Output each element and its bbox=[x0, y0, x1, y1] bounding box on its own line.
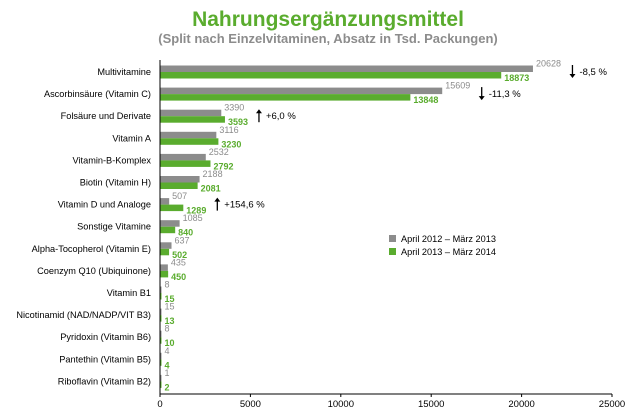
data-label-series-2: 18873 bbox=[504, 73, 529, 83]
data-label-series-1: 3116 bbox=[219, 125, 238, 135]
data-label-series-2: 450 bbox=[171, 272, 186, 282]
data-label-series-1: 15 bbox=[165, 302, 175, 312]
bar-series-2 bbox=[160, 94, 411, 101]
bar-series-2 bbox=[160, 315, 162, 322]
bar-series-1 bbox=[160, 176, 200, 183]
arrow-down-head-icon bbox=[569, 74, 576, 78]
x-tick-label: 10000 bbox=[328, 399, 354, 408]
bar-series-2 bbox=[160, 359, 162, 366]
data-label-series-1: 8 bbox=[165, 280, 170, 290]
data-label-series-1: 2532 bbox=[209, 147, 229, 157]
data-label-series-1: 20628 bbox=[536, 59, 561, 69]
data-label-series-1: 15609 bbox=[445, 81, 470, 91]
bar-series-1 bbox=[160, 264, 168, 271]
data-label-series-1: 4 bbox=[165, 346, 170, 356]
category-label: Alpha-Tocopherol (Vitamin E) bbox=[32, 244, 151, 254]
bar-series-2 bbox=[160, 248, 170, 256]
legend-swatch bbox=[389, 235, 396, 242]
category-label: Nicotinamid (NAD/NADP/VIT B3) bbox=[16, 310, 151, 320]
arrow-up-head-icon bbox=[255, 109, 262, 114]
data-label-series-2: 3593 bbox=[228, 117, 248, 127]
data-label-series-2: 13 bbox=[165, 316, 175, 326]
data-label-series-1: 3390 bbox=[224, 103, 244, 113]
change-annotation: +6,0 % bbox=[266, 111, 296, 122]
bar-series-2 bbox=[160, 381, 162, 388]
category-label: Folsäure und Derivate bbox=[61, 111, 151, 121]
change-annotation: -11,3 % bbox=[489, 89, 522, 100]
category-label: Vitamin A bbox=[112, 133, 152, 143]
data-label-series-1: 2188 bbox=[203, 169, 223, 179]
category-label: Vitamin D und Analoge bbox=[58, 200, 151, 210]
bar-series-2 bbox=[160, 337, 162, 344]
x-tick-label: 0 bbox=[157, 399, 162, 408]
category-label: Riboflavin (Vitamin B2) bbox=[58, 376, 151, 386]
data-label-series-1: 1085 bbox=[183, 213, 203, 223]
data-label-series-1: 8 bbox=[165, 324, 170, 334]
data-label-series-2: 502 bbox=[172, 250, 187, 260]
data-label-series-2: 13848 bbox=[413, 95, 438, 105]
data-label-series-2: 2 bbox=[165, 382, 170, 392]
data-label-series-2: 4 bbox=[165, 360, 170, 370]
category-label: Vitamin B1 bbox=[107, 288, 151, 298]
data-label-series-1: 1 bbox=[165, 368, 170, 378]
change-annotation: -8,5 % bbox=[579, 67, 607, 78]
data-label-series-2: 2081 bbox=[201, 184, 221, 194]
bar-series-1 bbox=[160, 330, 162, 338]
bar-series-1 bbox=[160, 65, 533, 72]
bar-series-2 bbox=[160, 182, 198, 189]
legend-swatch bbox=[389, 248, 396, 255]
data-label-series-2: 10 bbox=[165, 338, 175, 348]
category-label: Sonstige Vitamine bbox=[77, 222, 151, 232]
bar-series-1 bbox=[160, 153, 206, 161]
category-label: Biotin (Vitamin H) bbox=[80, 178, 151, 188]
data-label-series-2: 15 bbox=[165, 294, 175, 304]
category-label: Pyridoxin (Vitamin B6) bbox=[60, 332, 151, 342]
legend-label: April 2012 – März 2013 bbox=[401, 234, 496, 244]
chart-subtitle: (Split nach Einzelvitaminen, Absatz in T… bbox=[158, 31, 498, 46]
bar-series-2 bbox=[160, 160, 211, 167]
data-label-series-1: 507 bbox=[172, 191, 187, 201]
bar-series-1 bbox=[160, 352, 162, 360]
bar-series-2 bbox=[160, 293, 162, 300]
x-tick-label: 20000 bbox=[508, 399, 534, 408]
arrow-up-head-icon bbox=[214, 197, 221, 202]
change-annotation: +154,6 % bbox=[224, 200, 265, 211]
legend-label: April 2013 – März 2014 bbox=[401, 247, 496, 257]
plot-area: Multivitamine 20628 18873 Ascorbinsäure (Vi… bbox=[16, 59, 625, 408]
x-tick-label: 15000 bbox=[418, 399, 444, 408]
bar-series-2 bbox=[160, 138, 219, 145]
data-label-series-2: 840 bbox=[178, 228, 193, 238]
category-label: Multivitamine bbox=[97, 67, 151, 77]
bar-series-2 bbox=[160, 270, 169, 278]
data-label-series-2: 3230 bbox=[221, 139, 241, 149]
bar-series-1 bbox=[160, 308, 162, 316]
x-tick-label: 25000 bbox=[599, 399, 625, 408]
bar-series-1 bbox=[160, 131, 217, 139]
bar-series-1 bbox=[160, 242, 172, 249]
category-label: Pantethin (Vitamin B5) bbox=[59, 354, 151, 364]
arrow-down-head-icon bbox=[478, 96, 485, 101]
data-label-series-2: 2792 bbox=[213, 161, 233, 171]
category-label: Vitamin-B-Komplex bbox=[73, 155, 152, 165]
bar-series-2 bbox=[160, 226, 176, 234]
bar-series-2 bbox=[160, 116, 225, 123]
category-label: Ascorbinsäure (Vitamin C) bbox=[44, 89, 151, 99]
x-tick-label: 5000 bbox=[240, 399, 261, 408]
data-label-series-1: 435 bbox=[171, 257, 186, 267]
data-label-series-2: 1289 bbox=[186, 206, 206, 216]
bar-series-1 bbox=[160, 109, 222, 117]
bar-series-1 bbox=[160, 87, 443, 95]
bar-series-1 bbox=[160, 198, 170, 205]
category-label: Coenzym Q10 (Ubiquinone) bbox=[37, 266, 151, 276]
data-label-series-1: 637 bbox=[175, 235, 190, 245]
bar-series-1 bbox=[160, 374, 162, 382]
bar-series-1 bbox=[160, 220, 180, 227]
bar-series-2 bbox=[160, 72, 502, 79]
chart-title: Nahrungsergänzungsmittel bbox=[192, 8, 464, 31]
bar-series-1 bbox=[160, 286, 162, 293]
bar-series-2 bbox=[160, 204, 184, 212]
